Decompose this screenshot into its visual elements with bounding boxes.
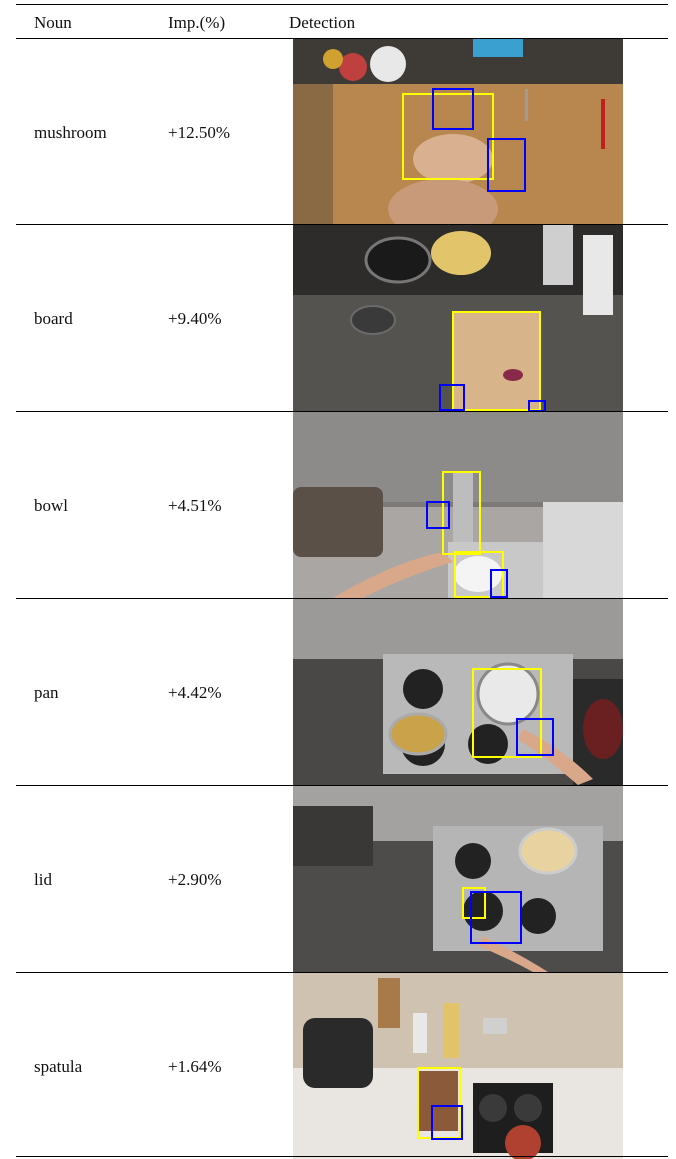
table-top-rule [16, 4, 668, 5]
improvement-cell: +9.40% [168, 309, 222, 329]
detection-image-pan [293, 599, 623, 785]
table-row-bowl: bowl +4.51% [16, 412, 668, 598]
noun-cell: mushroom [34, 123, 107, 143]
detection-image-mushroom [293, 39, 623, 224]
table-row-mushroom: mushroom +12.50% [16, 39, 668, 224]
header-noun: Noun [34, 13, 72, 33]
detection-image-board [293, 225, 623, 411]
noun-cell: lid [34, 870, 52, 890]
improvement-cell: +2.90% [168, 870, 222, 890]
noun-cell: board [34, 309, 73, 329]
detection-image-spatula [293, 973, 623, 1159]
noun-cell: spatula [34, 1057, 82, 1077]
improvement-cell: +4.51% [168, 496, 222, 516]
detection-image-bowl [293, 412, 623, 598]
table-row-board: board +9.40% [16, 225, 668, 411]
noun-cell: bowl [34, 496, 68, 516]
header-improvement: Imp.(%) [168, 13, 225, 33]
improvement-cell: +4.42% [168, 683, 222, 703]
improvement-cell: +1.64% [168, 1057, 222, 1077]
detection-image-lid [293, 786, 623, 972]
table-row-spatula: spatula +1.64% [16, 973, 668, 1159]
header-detection: Detection [289, 13, 355, 33]
noun-cell: pan [34, 683, 59, 703]
table-row-pan: pan +4.42% [16, 599, 668, 785]
improvement-cell: +12.50% [168, 123, 230, 143]
table-row-lid: lid +2.90% [16, 786, 668, 972]
